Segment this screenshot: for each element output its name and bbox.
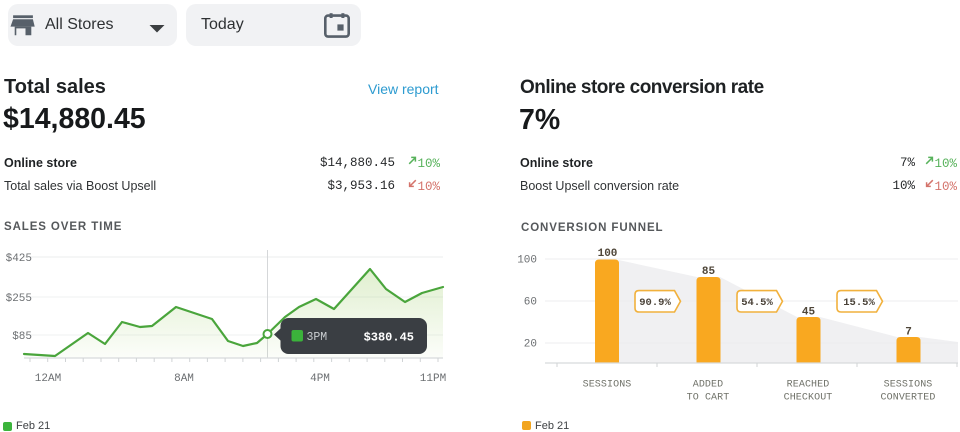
- svg-text:$255: $255: [6, 293, 32, 305]
- svg-text:$380.45: $380.45: [364, 331, 414, 345]
- svg-text:15.5%: 15.5%: [843, 297, 875, 309]
- svg-text:11PM: 11PM: [420, 373, 446, 385]
- svg-text:3PM: 3PM: [307, 331, 328, 344]
- svg-text:7: 7: [905, 327, 912, 339]
- svg-text:45: 45: [802, 307, 816, 319]
- svg-text:$425: $425: [6, 253, 32, 265]
- svg-text:54.5%: 54.5%: [741, 297, 773, 309]
- svg-text:REACHED: REACHED: [787, 380, 830, 391]
- svg-text:90.9%: 90.9%: [639, 297, 671, 309]
- svg-text:ADDED: ADDED: [693, 380, 724, 391]
- svg-text:100: 100: [517, 255, 537, 267]
- svg-text:20: 20: [524, 339, 537, 351]
- svg-text:100: 100: [598, 248, 618, 260]
- svg-text:12AM: 12AM: [35, 373, 61, 385]
- svg-text:4PM: 4PM: [310, 373, 330, 385]
- svg-text:85: 85: [702, 266, 716, 278]
- svg-text:60: 60: [524, 297, 537, 309]
- svg-text:CONVERTED: CONVERTED: [881, 393, 936, 404]
- svg-text:$85: $85: [12, 331, 32, 343]
- svg-text:SESSIONS: SESSIONS: [884, 380, 933, 391]
- svg-text:CHECKOUT: CHECKOUT: [784, 393, 833, 404]
- svg-text:TO CART: TO CART: [687, 393, 730, 404]
- svg-text:SESSIONS: SESSIONS: [583, 380, 632, 391]
- svg-text:8AM: 8AM: [174, 373, 194, 385]
